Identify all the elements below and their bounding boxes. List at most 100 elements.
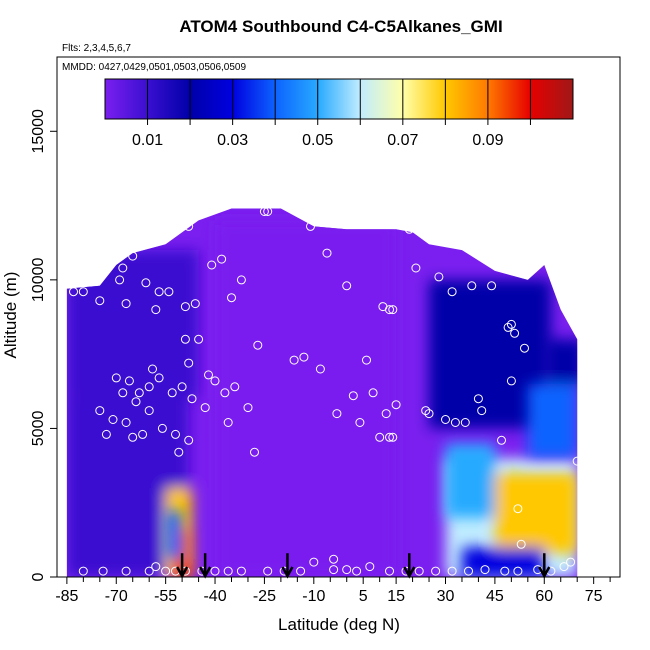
sample-point [263, 566, 273, 576]
sample-point [121, 418, 131, 427]
sample-point [184, 221, 194, 231]
sample-point [243, 403, 253, 413]
sample-point [289, 355, 299, 365]
sample-point [506, 319, 516, 329]
sample-point [95, 296, 105, 306]
field-detail-cell [527, 383, 578, 459]
sample-point [414, 566, 424, 576]
sample-point [299, 352, 309, 362]
field-body [66, 208, 578, 577]
sample-point [174, 447, 184, 457]
chart-title: ATOM4 Southbound C4-C5Alkanes_GMI [179, 17, 502, 36]
sample-point [121, 299, 131, 309]
dates-label: MMDD: 0427,0429,0501,0503,0506,0509 [62, 62, 246, 73]
sample-point [115, 275, 125, 285]
y-axis-label: Altitude (m) [1, 272, 20, 359]
sample-point [180, 302, 190, 312]
sample-point [500, 566, 510, 576]
colorbar-tick-label: 0.03 [217, 132, 248, 149]
field-detail [165, 339, 578, 577]
sample-point [141, 278, 151, 288]
sample-point [342, 281, 352, 291]
sample-point [487, 281, 497, 291]
sample-point [250, 447, 259, 457]
colorbar-tick-label: 0.05 [302, 132, 333, 149]
sample-points [57, 207, 582, 576]
sample-point [259, 207, 269, 216]
sample-point [490, 236, 500, 246]
sample-point [296, 566, 306, 576]
sample-point [227, 293, 236, 303]
sample-point [506, 376, 516, 386]
sample-point [447, 566, 457, 576]
x-tick-label: -55 [154, 588, 177, 605]
sample-point [566, 557, 576, 567]
x-axis-label: Latitude (deg N) [278, 615, 400, 634]
sample-point [421, 406, 431, 416]
sample-point [375, 432, 385, 442]
sample-point [134, 233, 144, 243]
sample-point [467, 281, 477, 291]
sample-point [151, 305, 161, 315]
sample-point [306, 221, 315, 231]
sample-point [236, 275, 246, 285]
sample-point [352, 566, 362, 576]
sample-point [447, 287, 457, 297]
sample-point [404, 224, 414, 234]
sample-point [368, 388, 378, 398]
sample-point [111, 373, 121, 383]
sample-point [411, 263, 421, 273]
sample-point [118, 388, 128, 398]
sample-point [362, 355, 371, 365]
sample-point [450, 418, 460, 427]
sample-point [57, 385, 65, 395]
sample-point [121, 566, 131, 576]
sample-point [184, 358, 194, 368]
plot-frame [56, 56, 621, 578]
sample-point [355, 418, 365, 427]
sample-point [516, 236, 526, 246]
field-region [66, 250, 199, 399]
sample-point [144, 382, 154, 392]
sample-point [187, 394, 197, 404]
sample-point [223, 566, 233, 576]
x-tick-label: -10 [302, 588, 325, 605]
sample-point [128, 432, 138, 442]
sample-point [263, 207, 273, 216]
sample-point [464, 566, 473, 576]
sample-point [200, 403, 210, 413]
x-tick-label: -25 [253, 588, 276, 605]
sample-point [230, 382, 240, 392]
colorbar-tick-label: 0.07 [387, 132, 418, 149]
sample-point [441, 415, 450, 424]
flight-marker-arrow [403, 553, 416, 579]
flight-marker-arrow [281, 553, 294, 579]
sample-point [157, 423, 167, 433]
sample-point [315, 364, 325, 374]
field-region [215, 220, 397, 577]
sample-point [559, 562, 569, 572]
sample-point [184, 435, 194, 445]
flight-markers [176, 553, 551, 579]
colorbar: 0.01 0.03 0.05 0.07 0.09 [104, 78, 574, 149]
sample-point [513, 566, 523, 576]
sample-point [572, 456, 582, 466]
sample-point [164, 287, 174, 297]
sample-point [204, 370, 213, 380]
sample-point [480, 565, 490, 575]
x-tick-label: -70 [105, 588, 128, 605]
sample-point [223, 418, 233, 427]
sample-point [157, 218, 167, 228]
flight-marker-arrow [199, 553, 212, 579]
sample-point [385, 566, 394, 576]
sample-point [161, 566, 171, 576]
sample-point [171, 429, 180, 439]
sample-point [431, 566, 441, 576]
sample-point [78, 287, 88, 297]
y-tick-label: 0 [30, 572, 47, 581]
sample-point [148, 364, 157, 374]
sample-point [210, 376, 220, 386]
sample-point [177, 382, 187, 392]
sample-point [174, 221, 184, 231]
